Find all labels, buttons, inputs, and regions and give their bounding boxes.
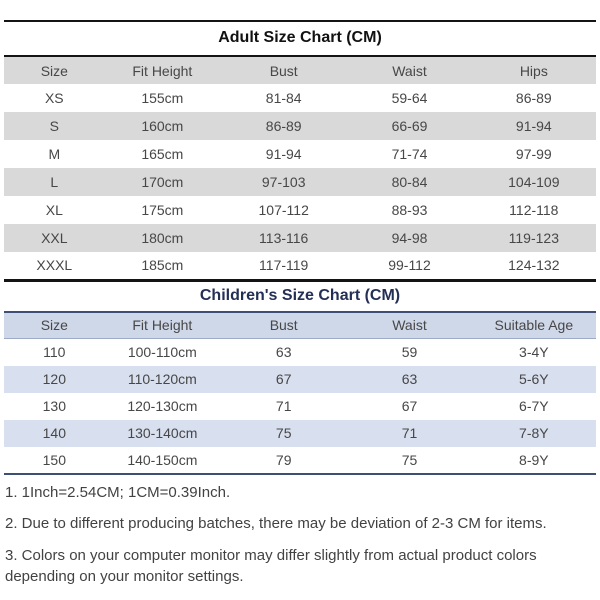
table-cell: 180cm [141,230,184,246]
table-row: XXXL 185cm 117-119 99-112 124-132 [4,252,596,280]
column-header: Hips [519,62,548,79]
column-header: Fit Height [132,62,193,79]
table-row: 150 140-150cm 79 75 8-9Y [4,447,596,474]
note-line: 2. Due to different producing batches, t… [5,515,547,533]
notes-section: 1. 1Inch=2.54CM; 1CM=0.39Inch. 2. Due to … [5,483,592,588]
table-cell: 80-84 [391,174,428,190]
table-row: XXL 180cm 113-116 94-98 119-123 [4,224,596,252]
column-header: Bust [269,62,298,79]
column-header: Waist [392,62,427,79]
adult-table-body: XS 155cm 81-84 59-64 86-89 S 160cm 86-89 66-69 91… [4,84,596,280]
top-divider-rule [4,20,596,22]
table-cell: 94-98 [391,230,428,246]
table-cell: 140 [42,425,66,441]
table-cell: 71 [275,398,292,414]
table-cell: 130 [42,398,66,414]
table-cell: 67 [401,398,418,414]
table-cell: 175cm [141,202,184,218]
table-cell: 97-99 [515,146,552,162]
column-header: Size [4,311,105,339]
table-row: M 165cm 91-94 71-74 97-99 [4,140,596,168]
note-line: 3. Colors on your computer monitor may d… [5,546,537,585]
adult-table-header: Size Fit Height Bust Waist Hips [4,56,596,84]
table-cell: 8-9Y [519,451,549,468]
table-cell: 63 [401,371,418,387]
table-cell: 6-7Y [519,398,549,414]
table-cell: 110-120cm [127,371,197,387]
table-cell: 165cm [141,146,184,162]
table-cell: 7-8Y [519,425,549,441]
table-cell: 71-74 [391,146,428,162]
table-cell: 71 [401,425,418,441]
children-table-body: 110 100-110cm 63 59 3-4Y 120 110-120cm 67 63 5-6Y… [4,339,596,474]
table-cell: XL [45,202,63,218]
column-header: Suitable Age [471,311,596,339]
table-cell: 91-94 [515,118,552,134]
table-cell: 75 [401,451,418,468]
table-cell: 120-130cm [127,398,198,414]
adult-chart-title: Adult Size Chart (CM) [218,29,382,46]
table-cell: 63 [275,344,292,361]
table-cell: 113-116 [259,230,309,246]
column-header: Bust [220,311,348,339]
table-cell: 79 [275,451,292,468]
table-cell: 5-6Y [519,371,549,387]
table-cell: 112-118 [509,202,559,218]
table-cell: 120 [42,371,66,387]
table-cell: 86-89 [265,118,302,134]
table-row: S 160cm 86-89 66-69 91-94 [4,112,596,140]
table-row: XS 155cm 81-84 59-64 86-89 [4,84,596,112]
table-cell: 130-140cm [127,425,198,441]
table-cell: XXL [41,230,68,246]
table-cell: 100-110cm [127,344,197,361]
table-row: XL 175cm 107-112 88-93 112-118 [4,196,596,224]
note-line: 1. 1Inch=2.54CM; 1CM=0.39Inch. [5,483,231,501]
children-size-table: Size Fit Height Bust Waist Suitable Age 110 1… [4,310,596,475]
table-cell: 160cm [141,118,184,134]
table-cell: 124-132 [508,257,560,274]
table-cell: 86-89 [515,90,552,106]
table-cell: 3-4Y [519,344,549,361]
table-cell: 88-93 [391,202,428,218]
table-cell: 185cm [141,257,184,274]
table-cell: 59 [401,344,418,361]
table-cell: 104-109 [508,174,560,190]
table-cell: 150 [42,451,66,468]
table-row: 110 100-110cm 63 59 3-4Y [4,339,596,366]
table-cell: XXXL [36,257,73,274]
table-cell: 99-112 [388,257,431,274]
table-cell: 75 [275,425,292,441]
children-chart-title: Children's Size Chart (CM) [199,286,401,304]
table-cell: 59-64 [391,90,428,106]
table-row: 120 110-120cm 67 63 5-6Y [4,365,596,393]
table-cell: 140-150cm [127,451,198,468]
table-cell: 97-103 [261,174,306,190]
table-cell: 66-69 [391,118,428,134]
table-cell: 119-123 [508,230,559,246]
table-cell: 117-119 [259,257,309,274]
table-cell: S [49,118,59,134]
header-row: Size Fit Height Bust Waist Hips [4,56,596,84]
table-row: 140 130-140cm 75 71 7-8Y [4,419,596,447]
table-cell: 91-94 [265,146,302,162]
table-cell: 81-84 [265,90,302,106]
table-cell: M [48,146,61,162]
adult-size-table: Size Fit Height Bust Waist Hips XS 155cm 81-84… [4,55,596,282]
table-row: 130 120-130cm 71 67 6-7Y [4,393,596,420]
size-chart-sheet: Adult Size Chart (CM) Size Fit Height Bust… [4,20,596,588]
column-header: Fit Height [104,311,221,339]
header-row: Size Fit Height Bust Waist Suitable Age [4,311,596,339]
children-table-header: Size Fit Height Bust Waist Suitable Age [4,311,596,339]
column-header: Waist [347,311,472,339]
table-cell: L [50,174,59,190]
table-row: L 170cm 97-103 80-84 104-109 [4,168,596,196]
table-cell: 110 [43,344,66,361]
table-cell: 155cm [141,90,184,106]
column-header: Size [40,62,68,79]
table-cell: 107-112 [258,202,309,218]
table-cell: 67 [275,371,292,387]
table-cell: 170cm [141,174,184,190]
table-cell: XS [44,90,64,106]
